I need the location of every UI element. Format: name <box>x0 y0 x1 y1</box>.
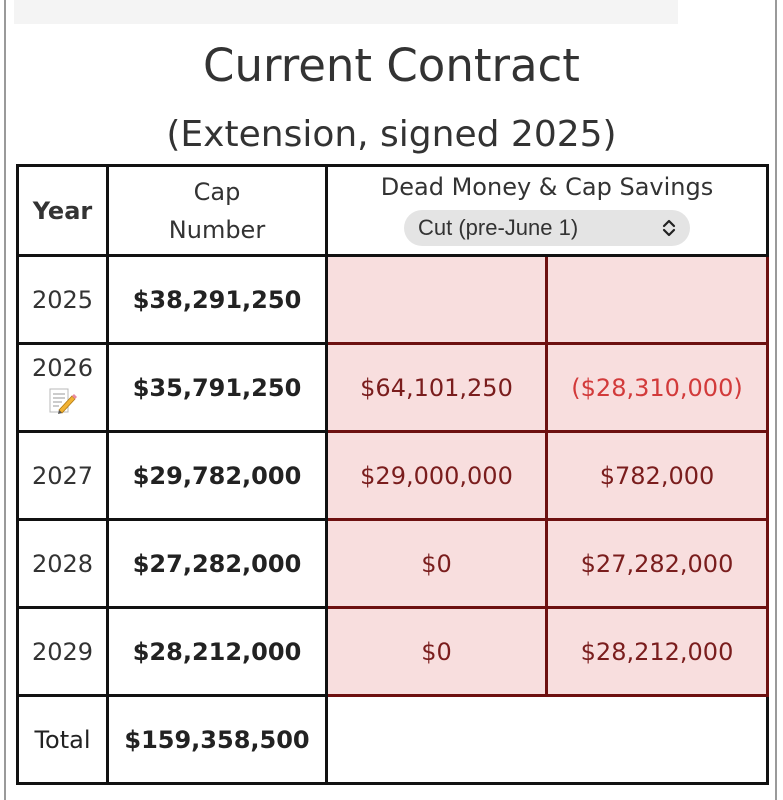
dead-money-cell: $64,101,250 <box>325 342 548 433</box>
table-row: 2027 $29,782,000 $29,000,000 $782,000 <box>16 430 770 521</box>
year-column-header: Year <box>16 164 109 257</box>
dead-money-cell: $0 <box>325 518 548 609</box>
year-cell: 2027 <box>16 430 109 521</box>
cap-number-cell: $28,212,000 <box>106 606 328 697</box>
year-cell: 2028 <box>16 518 109 609</box>
cap-number-column-header: Cap Number <box>106 164 328 257</box>
year-cell: 2025 <box>16 254 109 345</box>
cap-savings-cell: $28,212,000 <box>544 606 770 697</box>
year-cell: 2029 <box>16 606 109 697</box>
table-row: 2025 $38,291,250 <box>16 254 770 345</box>
year-text: 2026 <box>31 353 94 382</box>
contract-table: Year Cap Number Dead Money & Cap Savings… <box>16 164 770 785</box>
dead-money-cell: $29,000,000 <box>325 430 548 521</box>
table-header-row: Year Cap Number Dead Money & Cap Savings… <box>16 164 770 257</box>
year-cell: 2026 <box>16 342 109 433</box>
chevron-updown-icon <box>662 210 676 246</box>
page-frame <box>4 0 777 800</box>
page-title: Current Contract <box>203 39 580 92</box>
cap-number-header-line2: Number <box>168 215 266 244</box>
total-empty-cell <box>324 694 770 785</box>
cap-savings-cell: ($28,310,000) <box>544 342 770 433</box>
cap-number-cell: $35,791,250 <box>106 342 328 433</box>
top-bar <box>14 0 678 24</box>
table-row: 2028 $27,282,000 $0 $27,282,000 <box>16 518 770 609</box>
cap-number-cell: $29,782,000 <box>106 430 328 521</box>
memo-icon[interactable] <box>47 386 78 416</box>
table-row: 2026 $35,791,250 $64,101,250 ($2 <box>16 342 770 433</box>
dead-money-header-label: Dead Money & Cap Savings <box>380 172 714 201</box>
total-row: Total $159,358,500 <box>16 694 770 785</box>
cap-number-cell: $38,291,250 <box>106 254 328 345</box>
cap-savings-cell: $27,282,000 <box>544 518 770 609</box>
total-label: Total <box>16 694 109 785</box>
cap-savings-cell: $782,000 <box>544 430 770 521</box>
scenario-select-value: Cut (pre-June 1) <box>418 214 579 240</box>
cap-savings-cell <box>544 254 770 345</box>
dead-money-column-header: Dead Money & Cap Savings Cut (pre-June 1… <box>324 164 770 257</box>
cap-number-cell: $27,282,000 <box>106 518 328 609</box>
cap-number-header-line1: Cap <box>193 177 241 206</box>
total-cap-number-cell: $159,358,500 <box>106 694 328 785</box>
dead-money-cell <box>325 254 548 345</box>
scenario-select[interactable]: Cut (pre-June 1) <box>404 209 690 246</box>
table-row: 2029 $28,212,000 $0 $28,212,000 <box>16 606 770 697</box>
page-subtitle: (Extension, signed 2025) <box>166 114 617 155</box>
dead-money-cell: $0 <box>325 606 548 697</box>
